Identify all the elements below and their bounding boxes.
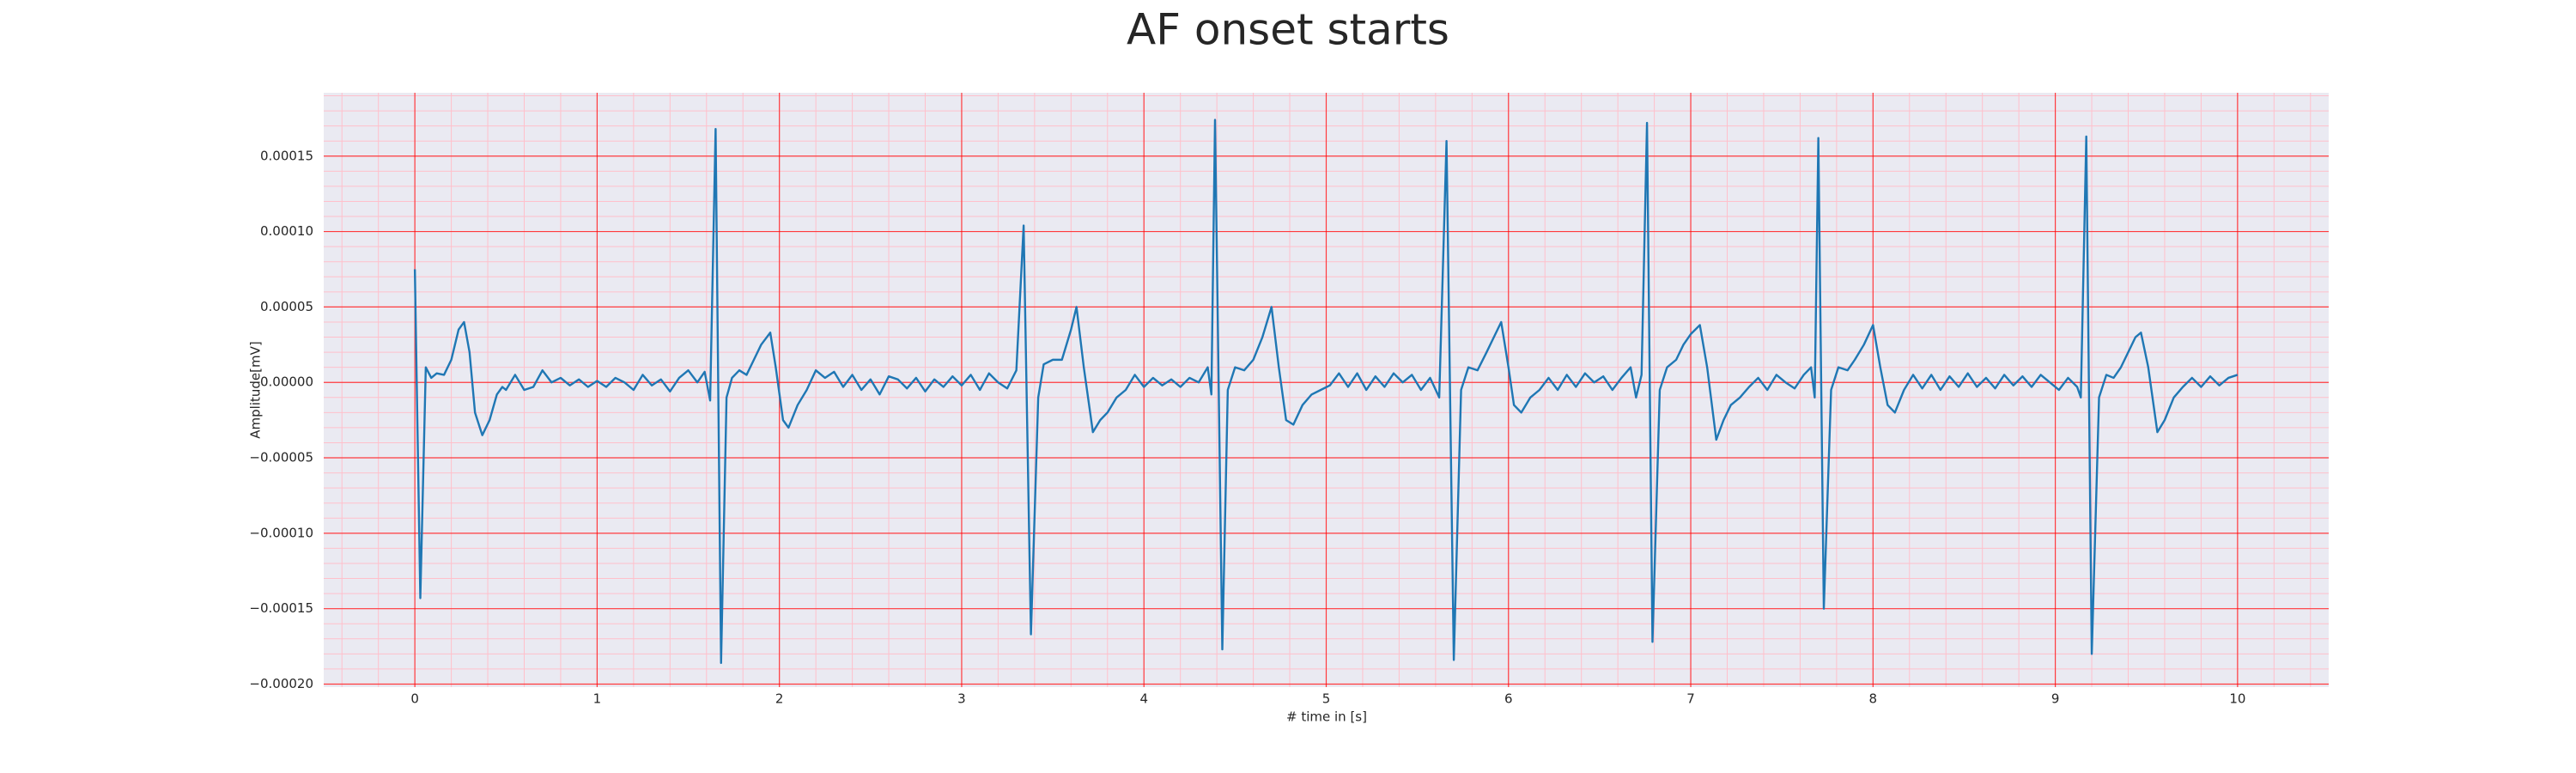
y-tick-label: 0.00005 xyxy=(260,299,313,314)
signal-line xyxy=(413,119,2239,665)
x-tick-label: 7 xyxy=(1686,691,1695,707)
x-tick-label: 8 xyxy=(1869,691,1878,707)
y-tick-label: 0.00015 xyxy=(260,148,313,163)
x-tick-label: 10 xyxy=(2229,691,2245,707)
x-tick-label: 4 xyxy=(1139,691,1148,707)
x-axis-label: # time in [s] xyxy=(1286,709,1367,725)
y-tick-label: −0.00015 xyxy=(249,600,313,616)
x-tick-label: 6 xyxy=(1504,691,1513,707)
x-tick-label: 1 xyxy=(593,691,602,707)
y-axis-label: Amplitude[mV] xyxy=(248,341,264,438)
y-tick-label: −0.00020 xyxy=(249,676,313,691)
x-tick-label: 9 xyxy=(2051,691,2060,707)
x-tick-label: 2 xyxy=(775,691,784,707)
x-tick-label: 3 xyxy=(957,691,966,707)
y-tick-label: −0.00010 xyxy=(249,525,313,540)
chart-title: AF onset starts xyxy=(1127,5,1449,55)
marks xyxy=(413,119,2239,665)
y-tick-label: 0.00010 xyxy=(260,223,313,239)
y-tick-label: −0.00005 xyxy=(249,450,313,466)
y-tick-label: 0.00000 xyxy=(260,374,313,390)
x-tick-label: 0 xyxy=(410,691,419,707)
x-tick-label: 5 xyxy=(1322,691,1331,707)
